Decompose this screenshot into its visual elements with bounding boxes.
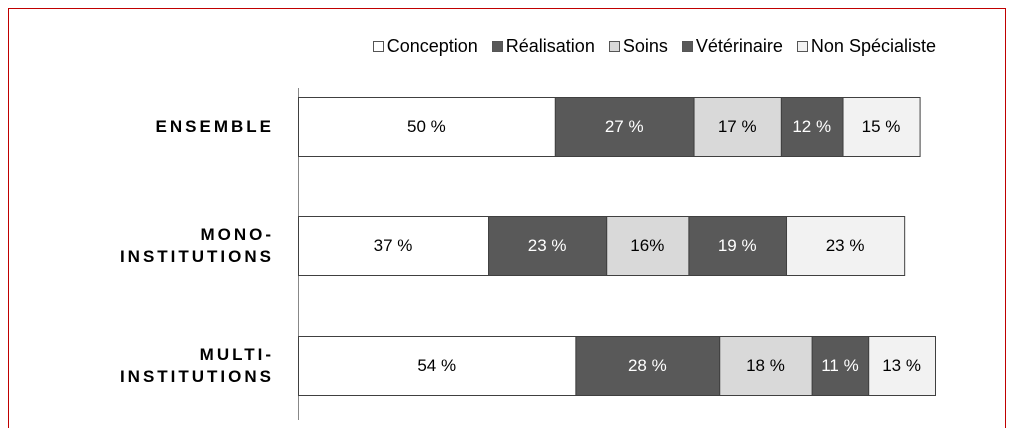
value-label: 23 %	[528, 236, 567, 255]
bar-segment	[575, 336, 721, 396]
legend: Conception Réalisation Soins Vétérinaire Non…	[372, 36, 936, 57]
value-label: 23 %	[826, 236, 865, 255]
value-label: 19 %	[718, 236, 757, 255]
legend-item: Réalisation	[491, 36, 595, 57]
category-label: MULTI- INSTITUTIONS	[119, 344, 274, 386]
legend-item: Soins	[608, 36, 668, 57]
value-label: 16%	[630, 236, 664, 255]
legend-label: Réalisation	[505, 36, 595, 56]
legend-item: Vétérinaire	[681, 36, 783, 57]
category-label: ENSEMBLE	[155, 116, 274, 136]
legend-label: Soins	[622, 36, 668, 56]
bar-segment	[868, 336, 936, 396]
legend-item: Conception	[372, 36, 478, 57]
legend-label: Conception	[386, 36, 478, 56]
frame	[8, 8, 1006, 428]
value-label: 27 %	[605, 117, 644, 136]
value-label: 50 %	[407, 117, 446, 136]
value-label: 37 %	[374, 236, 413, 255]
value-label: 11 %	[821, 356, 859, 375]
bar-segment	[693, 97, 782, 157]
value-label: 12 %	[792, 117, 831, 136]
legend-swatch	[491, 41, 503, 52]
legend-swatch	[608, 41, 620, 52]
legend-swatch	[796, 41, 808, 52]
category-label: MONO- INSTITUTIONS	[119, 224, 274, 266]
legend-swatch	[681, 41, 693, 52]
bar-segment	[719, 336, 813, 396]
bar-segment	[811, 336, 870, 396]
legend-label: Vétérinaire	[695, 36, 783, 56]
bar-segment	[842, 97, 921, 157]
bar-segment	[780, 97, 844, 157]
bar-segment	[786, 216, 906, 276]
bar-segment	[554, 97, 695, 157]
bar-segment	[298, 336, 577, 396]
value-label: 54 %	[417, 356, 456, 375]
bar-segment	[488, 216, 608, 276]
value-label: 13 %	[882, 356, 921, 375]
bar-segment	[298, 97, 556, 157]
bar-segment	[298, 216, 490, 276]
value-label: 28 %	[628, 356, 667, 375]
legend-label: Non Spécialiste	[810, 36, 936, 56]
value-label: 15 %	[862, 117, 901, 136]
value-label: 18 %	[746, 356, 785, 375]
legend-item: Non Spécialiste	[796, 36, 936, 57]
legend-swatch	[372, 41, 384, 52]
value-label: 17 %	[718, 117, 757, 136]
